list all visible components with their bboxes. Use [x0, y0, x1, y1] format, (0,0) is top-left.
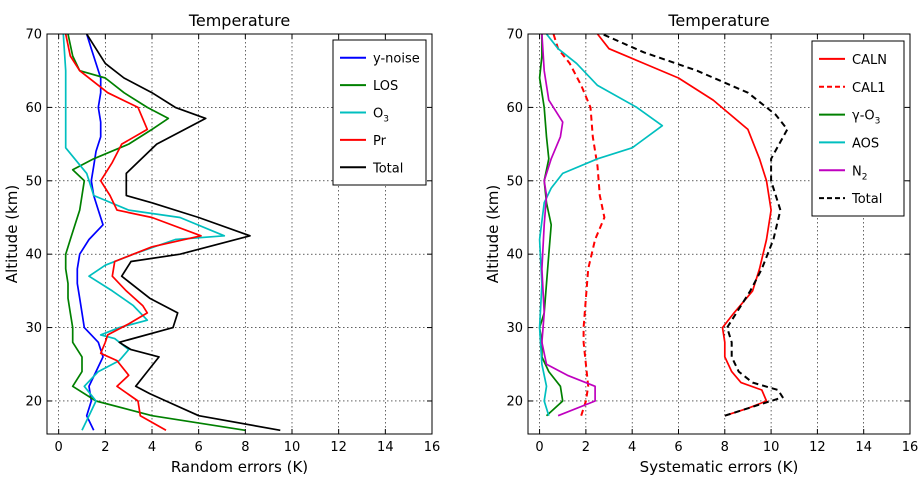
series-line-los — [64, 34, 246, 432]
x-tick-label: 6 — [195, 440, 203, 455]
x-tick-label: 16 — [424, 440, 441, 455]
series-line-total — [85, 34, 281, 432]
legend-label-text: Total — [372, 161, 403, 176]
series-line-o — [62, 34, 226, 431]
series-line-cal1 — [552, 34, 606, 417]
y-tick-label: 50 — [25, 174, 42, 189]
x-tick-label: 12 — [330, 440, 347, 455]
x-tick-label: 6 — [674, 440, 682, 455]
legend-label-subscript: 3 — [875, 117, 881, 127]
y-tick-label: 40 — [506, 248, 523, 263]
series-line-aos — [538, 34, 664, 416]
legend-label: CAL1 — [852, 81, 885, 96]
axes-frame — [46, 33, 433, 435]
legend-label: LOS — [373, 79, 398, 94]
series-line-n — [541, 34, 596, 417]
x-axis-label: Random errors (K) — [171, 458, 308, 476]
y-tick-label: 70 — [25, 28, 42, 43]
series-line-o — [538, 34, 564, 417]
legend-label-text: y-noise — [373, 52, 420, 67]
legend-label-subscript: 3 — [383, 115, 389, 125]
y-tick-label: 20 — [25, 394, 42, 409]
chart-title: Temperature — [188, 11, 290, 30]
chart-systematic-errors: 0 2 4 6 8 10 12 14 16 20 30 40 50 60 70 Temperature Syst… — [484, 11, 918, 476]
y-tick-label: 60 — [25, 101, 42, 116]
legend-label-text: Total — [851, 192, 882, 207]
series-group — [538, 34, 789, 417]
series-line-y-noise — [76, 34, 104, 431]
chart-random-errors: 0 2 4 6 8 10 12 14 16 20 30 40 50 60 70 Temperature Rand… — [3, 11, 440, 476]
y-axis-label: Altitude (km) — [484, 185, 502, 283]
x-tick-label: 8 — [721, 440, 729, 455]
legend-label: Total — [372, 161, 403, 176]
legend-label-text: LOS — [373, 79, 398, 94]
legend-label: N2 — [852, 164, 867, 182]
y-tick-label: 30 — [506, 321, 523, 336]
legend-label: CALN — [852, 53, 887, 68]
x-tick-label: 14 — [377, 440, 394, 455]
legend-label: γ-O3 — [852, 109, 880, 127]
x-tick-label: 0 — [535, 440, 543, 455]
legend-label: O3 — [373, 107, 389, 125]
y-tick-label: 40 — [25, 248, 42, 263]
legend-label-text: AOS — [852, 136, 879, 151]
legend-label-text: CAL1 — [852, 81, 885, 96]
x-tick-label: 4 — [628, 440, 636, 455]
legend-box — [811, 40, 905, 217]
x-tick-label: 0 — [55, 440, 63, 455]
y-tick-label: 70 — [506, 28, 523, 43]
x-tick-label: 14 — [855, 440, 872, 455]
x-tick-label: 10 — [763, 440, 780, 455]
x-tick-label: 10 — [284, 440, 301, 455]
legend-label: Pr — [373, 134, 387, 149]
series-line-pr — [64, 34, 202, 432]
series-group — [62, 34, 281, 432]
legend-label: y-noise — [373, 52, 420, 67]
y-tick-label: 30 — [25, 321, 42, 336]
legend-label-text: O — [373, 107, 383, 122]
x-tick-label: 12 — [809, 440, 826, 455]
legend-label: Total — [851, 192, 882, 207]
legend-label: AOS — [852, 136, 879, 151]
legend-label-text: Pr — [373, 134, 387, 149]
legend-label-subscript: 2 — [862, 172, 868, 182]
x-tick-label: 2 — [582, 440, 590, 455]
axes-frame — [527, 33, 911, 435]
chart-title: Temperature — [667, 11, 769, 30]
legend-label-text: N — [852, 164, 862, 179]
y-tick-label: 20 — [506, 394, 523, 409]
y-tick-label: 60 — [506, 101, 523, 116]
x-tick-label: 16 — [902, 440, 919, 455]
x-axis-label: Systematic errors (K) — [640, 458, 799, 476]
y-tick-label: 50 — [506, 174, 523, 189]
series-line-total — [601, 34, 789, 417]
x-tick-label: 4 — [148, 440, 156, 455]
x-tick-label: 8 — [241, 440, 249, 455]
x-tick-label: 2 — [101, 440, 109, 455]
legend-label-text: CALN — [852, 53, 887, 68]
legend-label-text: γ-O — [852, 109, 875, 124]
y-axis-label: Altitude (km) — [3, 185, 21, 283]
